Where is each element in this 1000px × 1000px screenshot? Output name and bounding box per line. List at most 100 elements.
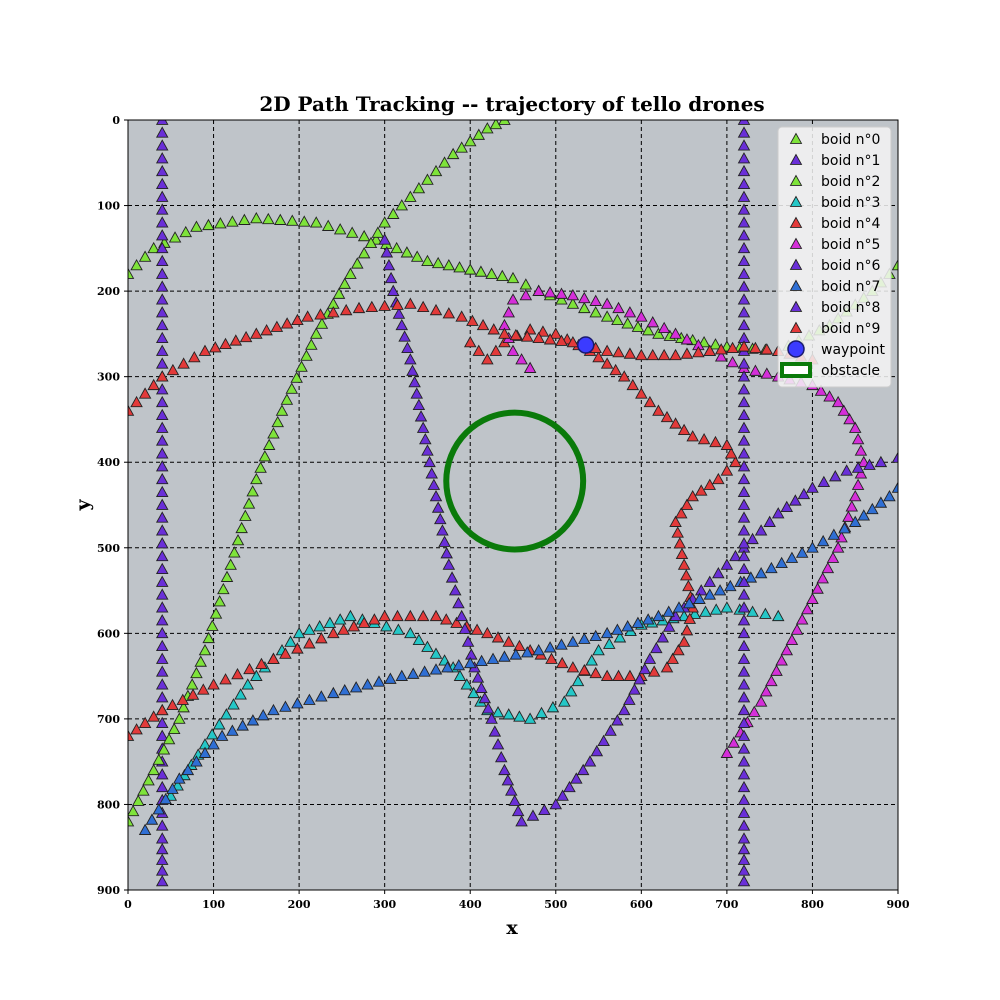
trajectory-point (578, 632, 591, 644)
trajectory-point (202, 218, 215, 231)
trajectory-point (384, 271, 398, 284)
plot-frame (127, 119, 899, 891)
trajectory-point (386, 284, 400, 296)
trajectory-point (641, 613, 655, 625)
trajectory-point (333, 223, 347, 235)
trajectory-point (384, 672, 397, 684)
x-tick-label: 200 (288, 898, 311, 911)
y-tick-label: 0 (112, 114, 120, 127)
trajectory-point (438, 535, 451, 547)
trajectory-point (519, 288, 533, 301)
trajectory-point (737, 203, 751, 215)
trajectory-point (395, 318, 409, 331)
trajectory-point (570, 772, 583, 784)
trajectory-point (578, 663, 591, 676)
trajectory-point (806, 592, 819, 604)
trajectory-point (592, 350, 605, 363)
legend: boid n°0 boid n°1 boid n°2 boid n°3 boid n°4… (777, 126, 892, 388)
legend-label: boid n°9 (821, 321, 880, 337)
trajectory-point (826, 551, 840, 563)
trajectory-point (421, 254, 434, 267)
trajectory-point (671, 526, 684, 538)
trajectory-point (327, 626, 340, 639)
trajectory-point (714, 343, 728, 355)
trajectory-point (155, 524, 169, 536)
trajectory-point (737, 793, 751, 806)
trajectory-point (378, 299, 391, 311)
trajectory-point (631, 320, 645, 332)
trajectory-point (365, 300, 379, 313)
trajectory-point (623, 693, 636, 705)
trajectory-point (545, 652, 558, 664)
trajectory-point (543, 286, 557, 298)
trajectory-point (155, 306, 169, 318)
chart-title: 2D Path Tracking -- trajectory of tello … (259, 92, 764, 116)
trajectory-point (463, 134, 477, 147)
series-5 (498, 284, 871, 758)
trajectory-point (590, 744, 604, 757)
trajectory-point (357, 616, 371, 628)
trajectory-point (737, 177, 751, 190)
trajectory-point (566, 336, 580, 348)
trajectory-point (491, 631, 505, 643)
trajectory-point (155, 875, 169, 887)
trajectory-point (345, 226, 359, 238)
trajectory-point (145, 813, 159, 825)
trajectory-point (155, 344, 169, 356)
trajectory-point (155, 164, 169, 177)
trajectory-point (416, 300, 430, 313)
trajectory-point (709, 435, 722, 448)
trajectory-point (780, 644, 794, 656)
trajectory-point (502, 708, 515, 720)
trajectory-point (155, 703, 169, 716)
trajectory-point (558, 695, 571, 707)
trajectory-point (155, 678, 169, 690)
trajectory-point (737, 126, 751, 138)
trajectory-point (831, 541, 845, 553)
trajectory-point (314, 308, 327, 320)
trajectory-point (737, 485, 751, 498)
trajectory-point (155, 203, 169, 215)
legend-marker (789, 279, 803, 291)
trajectory-point (168, 231, 182, 243)
trajectory-point (683, 612, 697, 624)
trajectory-point (737, 665, 751, 677)
trajectory-point (406, 667, 420, 679)
trajectory-point (412, 182, 426, 194)
trajectory-point (502, 306, 515, 318)
trajectory-point (220, 708, 233, 720)
trajectory-point (647, 665, 661, 677)
trajectory-point (198, 746, 212, 758)
trajectory-point (155, 819, 169, 831)
trajectory-point (429, 609, 443, 622)
trajectory-point (297, 215, 311, 227)
trajectory-point (866, 502, 879, 515)
trajectory-point (746, 532, 759, 545)
plot-area (128, 120, 898, 890)
trajectory-point (697, 432, 711, 445)
trajectory-point (726, 355, 739, 368)
trajectory-point (455, 141, 468, 153)
trajectory-point (486, 652, 500, 664)
trajectory-point (256, 709, 270, 721)
trajectory-point (763, 515, 776, 527)
trajectory-point (660, 410, 674, 423)
trajectory-point (155, 434, 169, 446)
trajectory-point (737, 280, 751, 292)
trajectory-point (207, 678, 220, 690)
legend-label: boid n°2 (821, 174, 880, 190)
y-tick-label: 900 (97, 884, 120, 897)
x-tick-label: 900 (887, 898, 910, 911)
legend-marker (789, 237, 803, 249)
trajectory-point (737, 139, 751, 151)
trajectory-point (737, 340, 751, 352)
legend-label: obstacle (821, 363, 880, 379)
trajectory-point (155, 780, 169, 793)
trajectory-point (851, 432, 865, 445)
trajectory-point (155, 485, 169, 498)
trajectory-point (737, 383, 751, 395)
trajectory-point (821, 561, 835, 574)
trajectory-point (421, 444, 434, 456)
trajectory-point (197, 683, 210, 695)
